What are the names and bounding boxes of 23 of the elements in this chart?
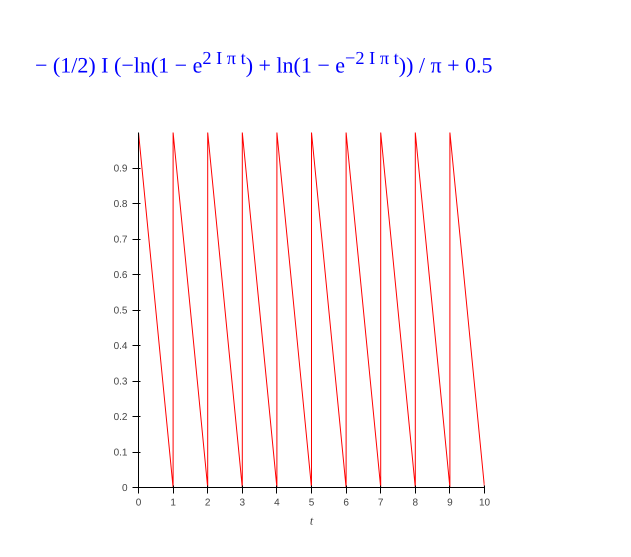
x-axis-title: t bbox=[310, 514, 314, 528]
x-tick-label: 10 bbox=[478, 498, 490, 508]
x-tick-label: 3 bbox=[240, 498, 246, 508]
y-tick-label: 0.2 bbox=[114, 412, 128, 423]
x-tick-label: 8 bbox=[412, 498, 419, 508]
x-tick-label: 7 bbox=[378, 498, 384, 508]
y-tick-label: 0.9 bbox=[114, 164, 128, 174]
x-tick-label: 6 bbox=[343, 498, 350, 508]
x-tick-label: 9 bbox=[447, 498, 454, 508]
y-tick-label: 0.7 bbox=[114, 234, 128, 246]
chart-title: − (1/2) I (−ln(1 − e$^{2 I π t}$) + ln(1 − e$^{−2 I π t}$)) / π + 0.5 bbox=[34, 47, 493, 80]
y-tick-label: 0.8 bbox=[114, 199, 128, 210]
y-tick-label: 0.6 bbox=[114, 270, 128, 281]
x-tick-label: 4 bbox=[274, 498, 280, 508]
y-tick-label: 0.4 bbox=[114, 341, 128, 352]
x-tick-label: 1 bbox=[170, 498, 176, 508]
y-tick-label: 0.3 bbox=[114, 376, 128, 388]
y-tick-label: 0.1 bbox=[114, 448, 128, 458]
y-tick-label: 0.5 bbox=[114, 306, 128, 316]
x-tick-label: 5 bbox=[308, 498, 315, 508]
y-tick-label: 0 bbox=[122, 483, 128, 494]
x-tick-label: 0 bbox=[136, 498, 142, 508]
x-tick-label: 2 bbox=[204, 498, 211, 508]
